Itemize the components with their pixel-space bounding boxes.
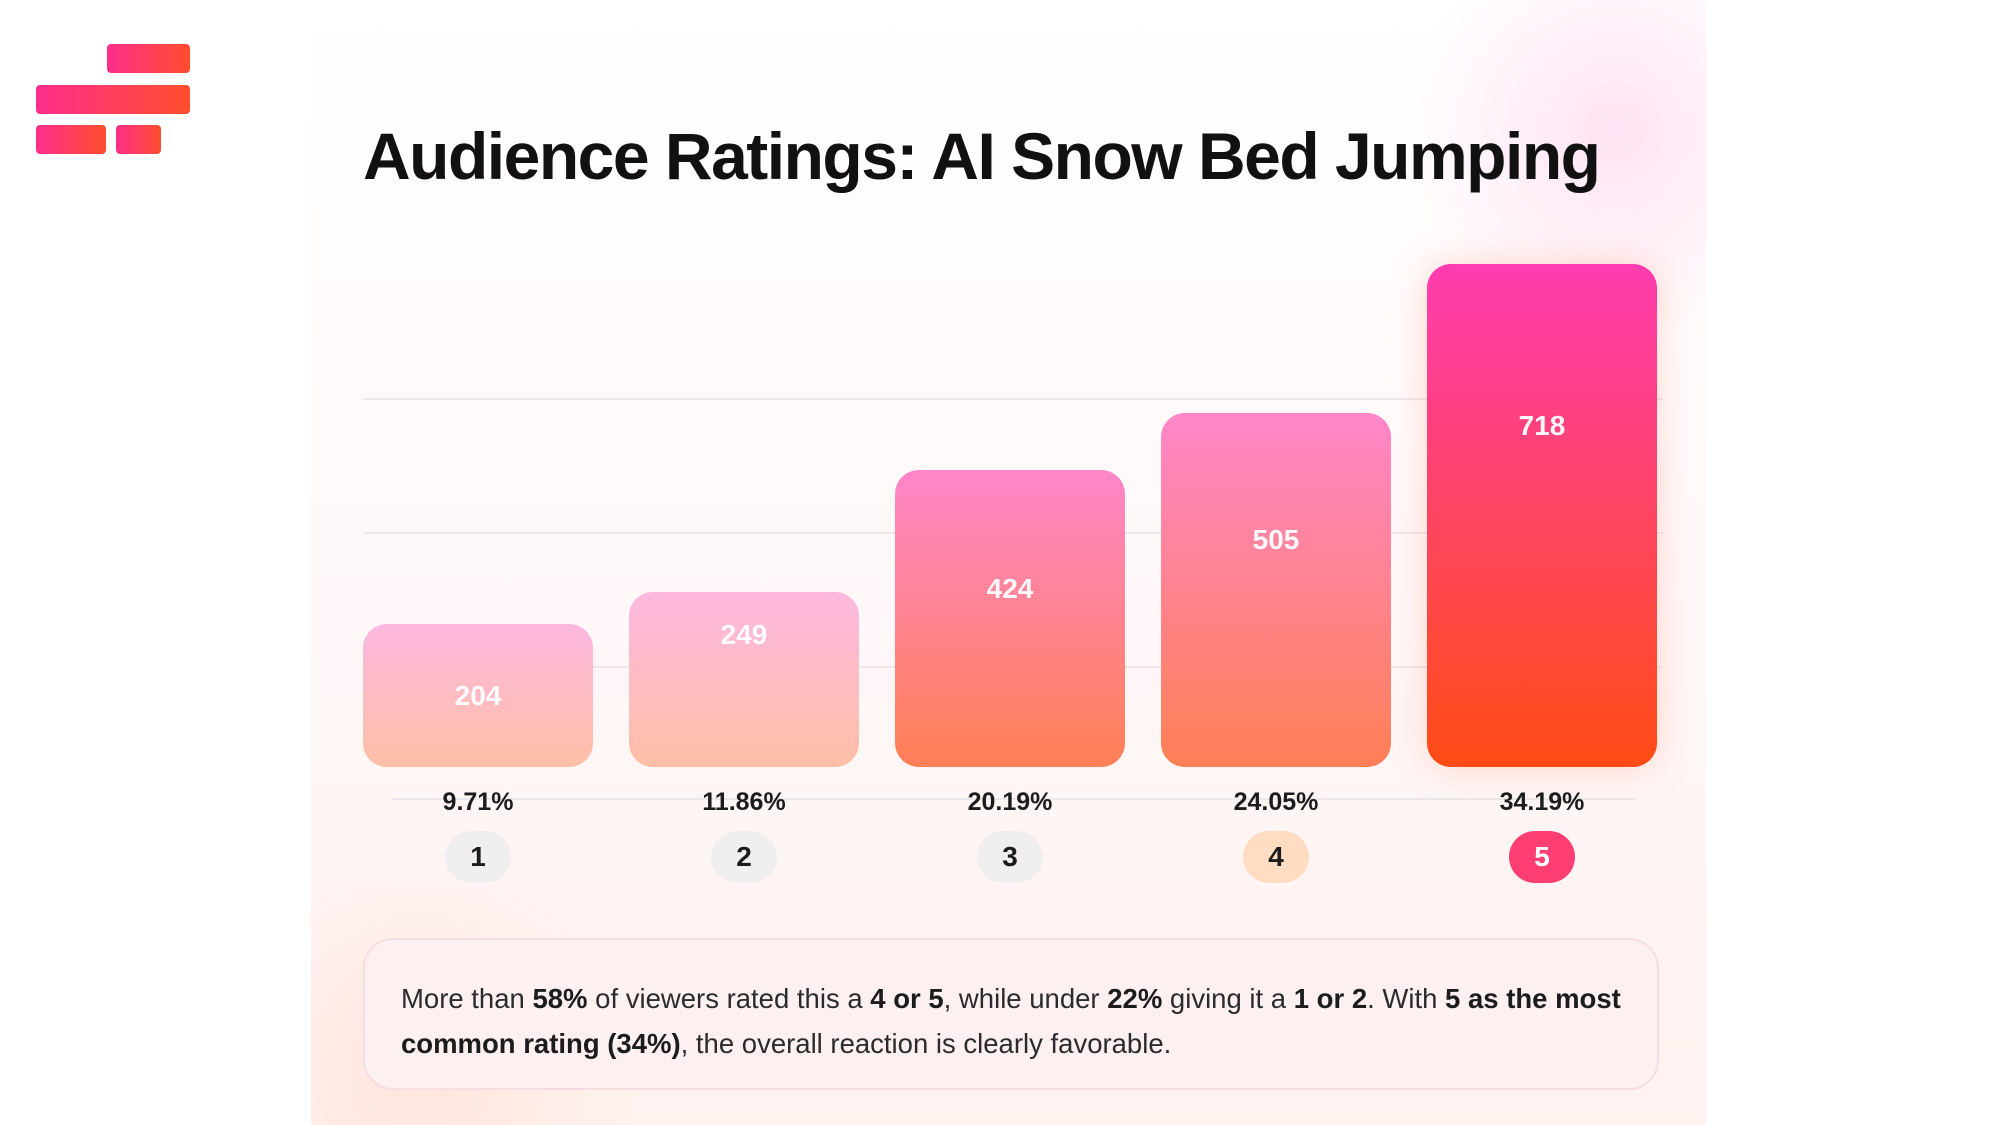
summary-box: More than 58% of viewers rated this a 4 … xyxy=(363,938,1659,1090)
summary-bold-5: 5 as the most common rating (34%) xyxy=(401,983,1621,1059)
bar-value-label: 249 xyxy=(720,618,768,650)
gridline xyxy=(363,398,1663,400)
bar-rating-5: 718 xyxy=(1427,264,1657,767)
percentage-label: 9.71% xyxy=(442,788,514,816)
summary-text-4: giving it a xyxy=(1162,983,1294,1014)
logo-bar-top xyxy=(107,44,190,73)
brand-logo xyxy=(36,44,190,154)
percentage-label: 34.19% xyxy=(1499,788,1585,816)
bar-rating-3: 424 xyxy=(895,470,1125,767)
rating-badge-1: 1 xyxy=(445,831,511,883)
summary-bold-2: 4 or 5 xyxy=(870,983,944,1014)
summary-text-6: , the overall reaction is clearly favora… xyxy=(680,1028,1172,1059)
summary-text-2: of viewers rated this a xyxy=(587,983,871,1014)
logo-bar-bottom-right xyxy=(116,125,161,154)
rating-badge-4: 4 xyxy=(1243,831,1309,883)
chart-card: Audience Ratings: AI Snow Bed Jumping 20… xyxy=(311,0,1706,1125)
rating-badge-2: 2 xyxy=(711,831,777,883)
percentage-label: 20.19% xyxy=(967,788,1053,816)
percentage-label: 11.86% xyxy=(702,788,786,816)
bar-value-label: 505 xyxy=(1252,524,1300,555)
bar-value-label: 718 xyxy=(1518,409,1566,441)
rating-badge-3: 3 xyxy=(977,831,1043,883)
summary-bold-1: 58% xyxy=(532,983,588,1014)
gridline xyxy=(391,798,1635,800)
summary-bold-3: 22% xyxy=(1107,983,1163,1014)
rating-badge-5: 5 xyxy=(1509,831,1575,883)
chart-title: Audience Ratings: AI Snow Bed Jumping xyxy=(363,119,1601,193)
bar-rating-2: 249 xyxy=(629,592,859,767)
summary-text-5: . With xyxy=(1367,983,1446,1014)
summary-text-1: More than xyxy=(401,983,533,1014)
bar-chart: 204 9.71% 1 249 11.86% 2 424 20.19% 3 505 24.05% 4 7… xyxy=(363,240,1663,900)
logo-bar-bottom-left xyxy=(36,125,106,154)
bar-rating-1: 204 xyxy=(363,624,593,767)
logo-bar-middle xyxy=(36,85,190,114)
summary-text-3: , while under xyxy=(943,983,1108,1014)
bar-rating-4: 505 xyxy=(1161,413,1391,767)
summary-bold-4: 1 or 2 xyxy=(1293,983,1368,1014)
bar-value-label: 424 xyxy=(986,572,1034,604)
bar-value-label: 204 xyxy=(454,679,502,711)
percentage-label: 24.05% xyxy=(1233,788,1319,816)
